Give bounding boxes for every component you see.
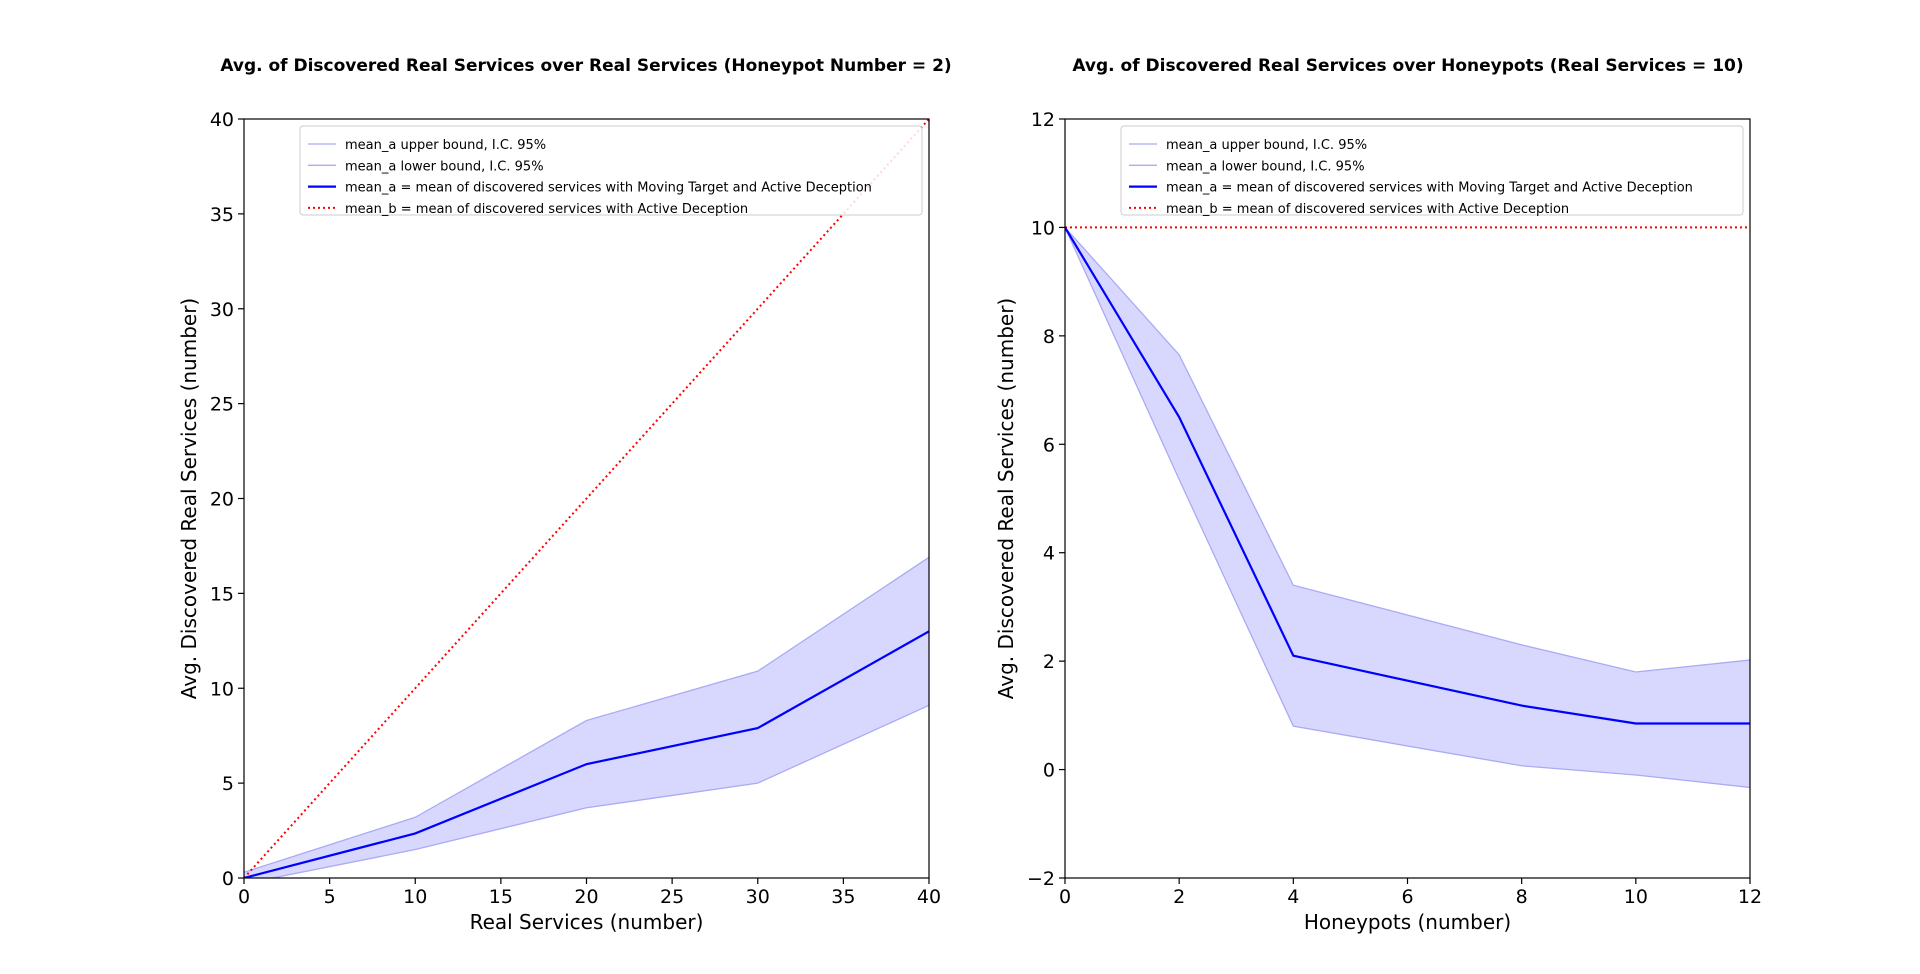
x-tick-label: 8 — [1516, 886, 1528, 908]
chart-panel-1: Avg. of Discovered Real Services over Re… — [177, 56, 952, 934]
x-tick-label: 25 — [660, 886, 684, 908]
x-tick-label: 0 — [1059, 886, 1071, 908]
x-axis-label: Real Services (number) — [470, 910, 704, 934]
series-line-mean-b — [244, 119, 929, 878]
y-tick-label: 15 — [210, 583, 234, 605]
y-tick-label: 0 — [222, 868, 234, 890]
confidence-band — [1065, 227, 1750, 788]
x-tick-label: 20 — [574, 886, 598, 908]
y-tick-label: 30 — [210, 299, 234, 321]
x-tick-label: 12 — [1738, 886, 1762, 908]
series-line-lower-bound — [1065, 227, 1750, 789]
y-tick-label: 35 — [210, 204, 234, 226]
legend-box — [299, 125, 923, 216]
legend-label: mean_a lower bound, I.C. 95% — [1166, 159, 1365, 174]
y-tick-label: 25 — [210, 394, 234, 416]
y-tick-label: 4 — [1043, 543, 1055, 565]
legend-label: mean_a = mean of discovered services wit… — [345, 181, 872, 196]
legend-label: mean_a = mean of discovered services wit… — [1166, 181, 1693, 196]
chart-title: Avg. of Discovered Real Services over Re… — [220, 56, 951, 76]
y-tick-label: 20 — [210, 489, 234, 511]
x-tick-label: 0 — [238, 886, 250, 908]
y-tick-label: 40 — [210, 109, 234, 131]
x-tick-label: 2 — [1173, 886, 1185, 908]
legend: mean_a upper bound, I.C. 95% mean_a lower… — [299, 125, 923, 217]
x-axis-label: Honeypots (number) — [1304, 910, 1511, 934]
chart-panel-2: Avg. of Discovered Real Services over Ho… — [994, 56, 1762, 934]
y-tick-label: 12 — [1031, 109, 1055, 131]
x-tick-label: 35 — [831, 886, 855, 908]
y-tick-label: 10 — [210, 678, 234, 700]
confidence-band — [244, 557, 929, 878]
x-tick-label: 10 — [403, 886, 427, 908]
series-line-upper-bound — [244, 556, 929, 873]
legend: mean_a upper bound, I.C. 95% mean_a lower… — [1120, 125, 1744, 217]
y-tick-label: 0 — [1043, 760, 1055, 782]
series-line-upper-bound — [1065, 226, 1750, 673]
x-tick-label: 30 — [746, 886, 770, 908]
legend-label: mean_a lower bound, I.C. 95% — [345, 159, 544, 174]
x-tick-label: 5 — [324, 886, 336, 908]
y-tick-label: 5 — [222, 773, 234, 795]
series-line-mean-a — [244, 630, 929, 878]
legend-box — [1120, 125, 1744, 216]
x-tick-label: 6 — [1401, 886, 1413, 908]
plot-area — [1065, 226, 1750, 789]
x-tick-label: 10 — [1624, 886, 1648, 908]
y-tick-label: 8 — [1043, 326, 1055, 348]
chart-title: Avg. of Discovered Real Services over Ho… — [1072, 56, 1743, 76]
legend-label: mean_b = mean of discovered services wit… — [345, 202, 748, 217]
plot-area — [244, 119, 929, 878]
y-tick-label: 6 — [1043, 434, 1055, 456]
x-tick-label: 4 — [1287, 886, 1299, 908]
y-axis-label: Avg. Discovered Real Services (number) — [994, 298, 1018, 699]
series-line-mean-a — [1065, 226, 1750, 725]
legend-label: mean_a upper bound, I.C. 95% — [345, 138, 546, 153]
x-tick-label: 40 — [917, 886, 941, 908]
y-tick-label: 10 — [1031, 217, 1055, 239]
series-line-lower-bound — [269, 704, 929, 878]
legend-label: mean_b = mean of discovered services wit… — [1166, 202, 1569, 217]
x-tick-label: 15 — [489, 886, 513, 908]
legend-label: mean_a upper bound, I.C. 95% — [1166, 138, 1367, 153]
y-axis-label: Avg. Discovered Real Services (number) — [177, 298, 201, 699]
y-tick-label: −2 — [1027, 868, 1055, 890]
y-tick-label: 2 — [1043, 651, 1055, 673]
